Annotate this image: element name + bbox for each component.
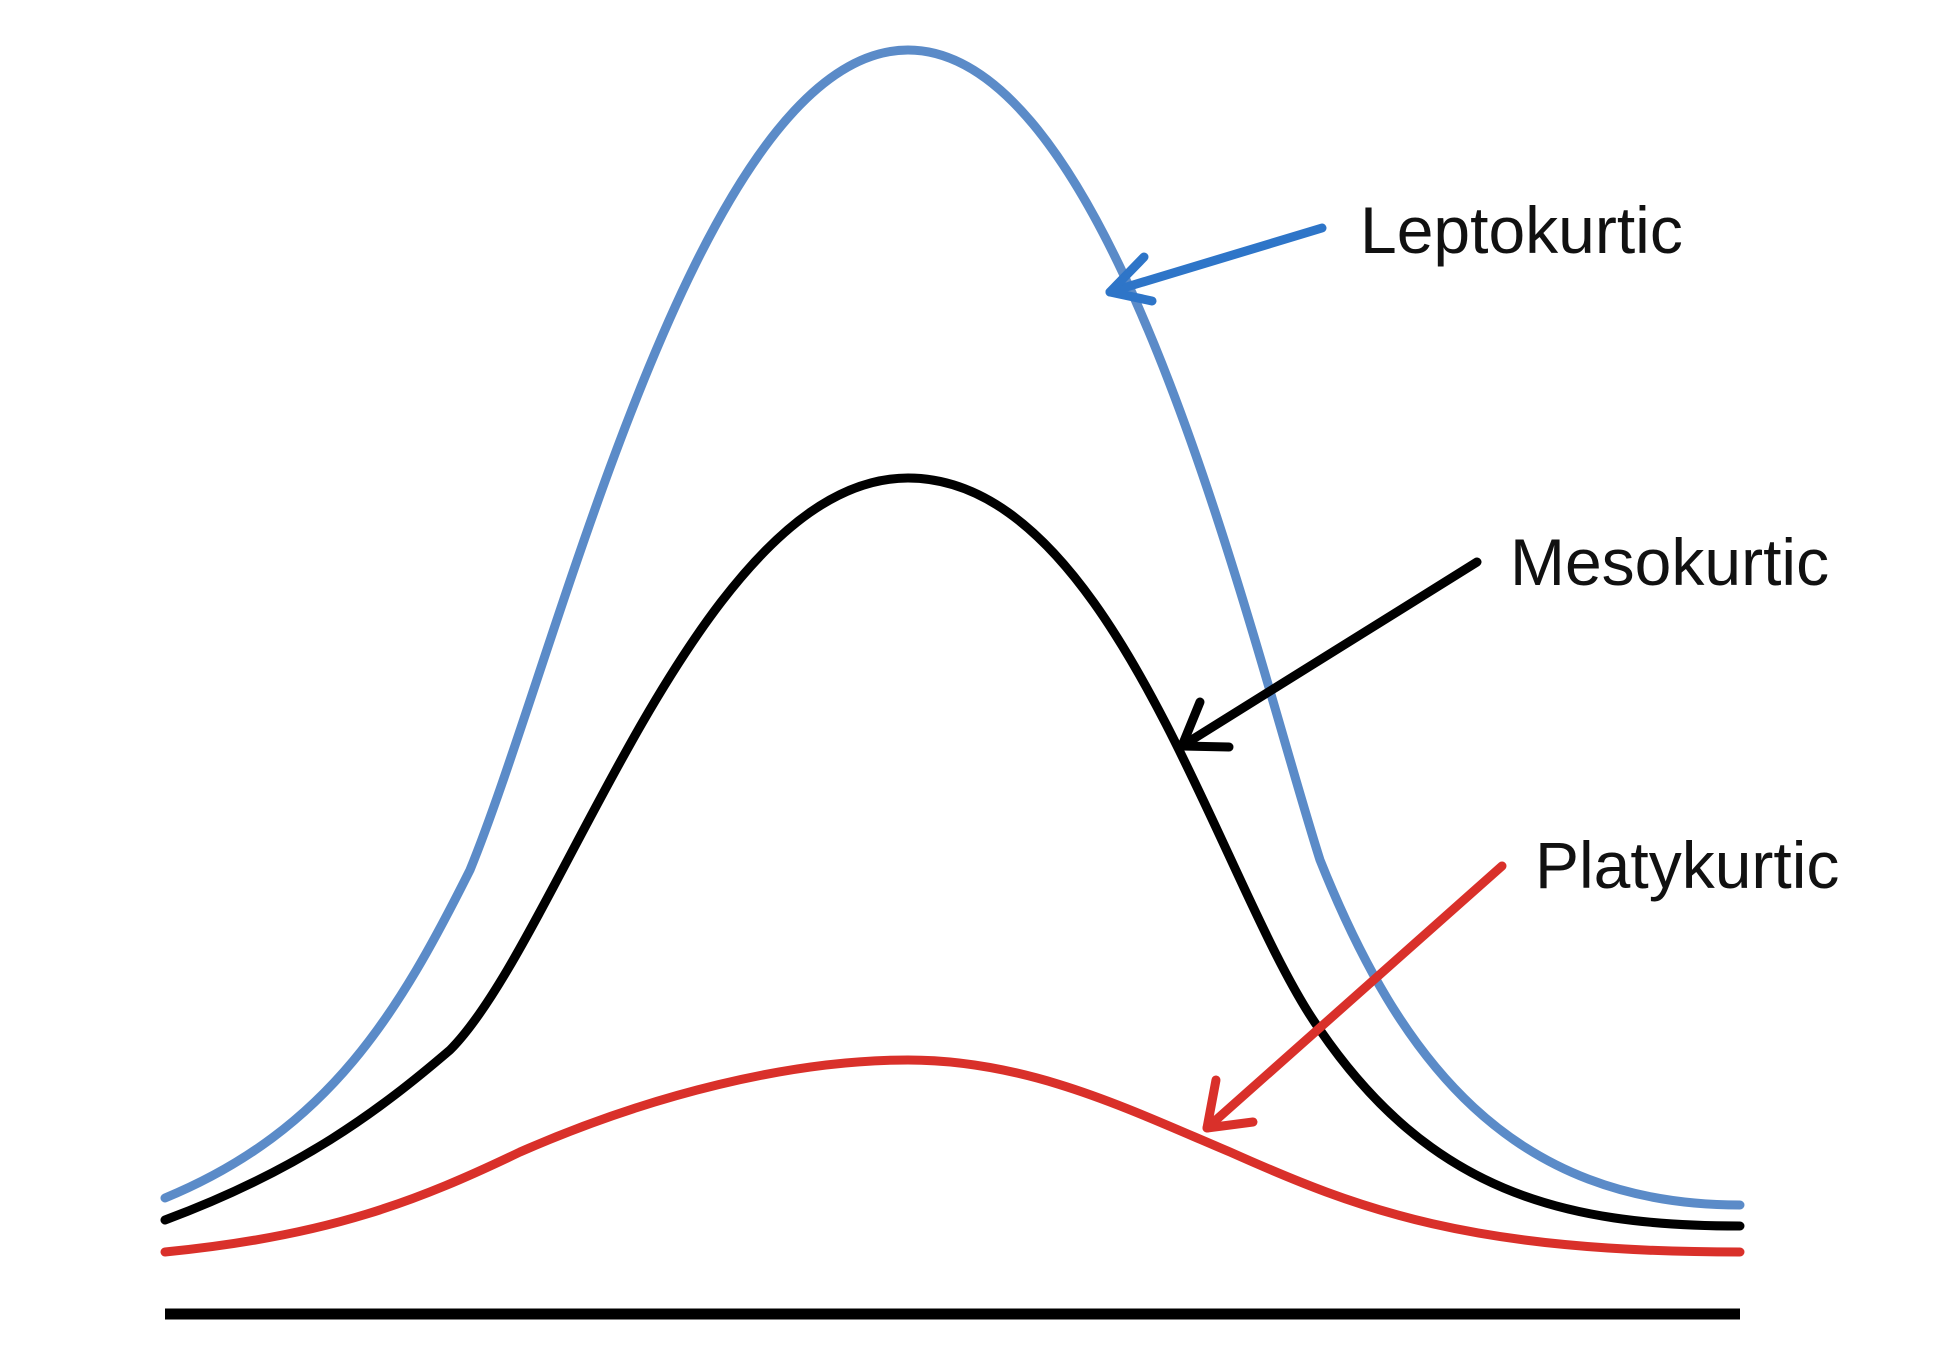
leptokurtic-label: Leptokurtic	[1360, 193, 1683, 267]
platykurtic-arrow	[1202, 861, 1507, 1133]
mesokurtic-label: Mesokurtic	[1510, 525, 1829, 599]
mesokurtic-curve	[160, 473, 1745, 1231]
leptokurtic-curve	[160, 45, 1745, 1210]
mesokurtic-arrow	[1177, 557, 1482, 752]
platykurtic-label: Platykurtic	[1535, 828, 1839, 902]
leptokurtic-arrow	[1105, 223, 1327, 306]
platykurtic-curve	[160, 1055, 1745, 1257]
